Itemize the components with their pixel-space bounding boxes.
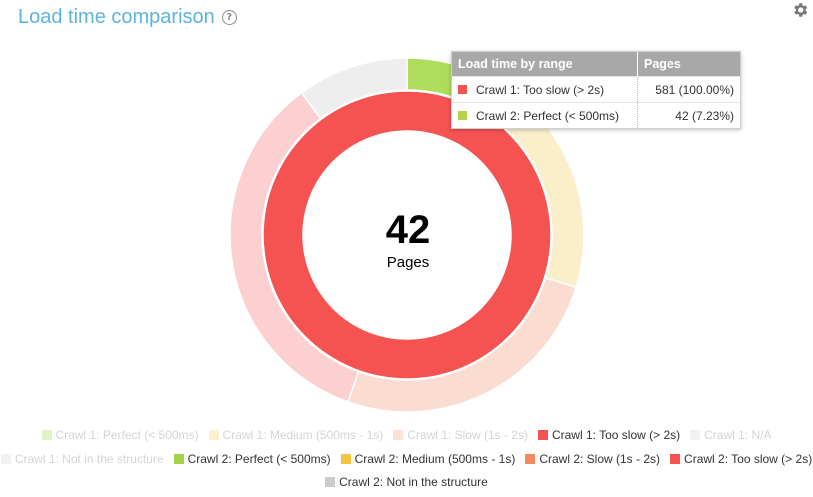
chart-header: Load time comparison ? [18,6,237,29]
help-icon[interactable]: ? [221,10,237,25]
legend-item[interactable]: Crawl 1: Not in the structure [0,452,164,466]
legend-item[interactable]: Crawl 2: Slow (1s - 2s) [525,452,660,466]
legend-label: Crawl 1: Too slow (> 2s) [551,428,681,442]
tooltip-table: Load time by range Pages Crawl 1: Too sl… [452,52,740,128]
legend-label: Crawl 2: Not in the structure [339,475,488,489]
legend-swatch [393,430,404,440]
legend-label: Crawl 2: Medium (500ms - 1s) [354,452,516,466]
tooltip-header-pages: Pages [637,52,740,77]
chart-title: Load time comparison [18,6,215,28]
legend-row: Crawl 1: Not in the structure Crawl 2: Pe… [0,452,813,466]
tooltip-row-text: Crawl 1: Too slow (> 2s) [476,82,605,97]
tooltip-swatch [458,110,467,120]
legend-swatch [537,430,548,440]
legend-swatch [0,454,11,464]
tooltip-row-label: Crawl 2: Perfect (< 500ms) [452,102,638,128]
legend-label: Crawl 2: Too slow (> 2s) [684,452,813,466]
legend-item[interactable]: Crawl 1: Medium (500ms - 1s) [208,428,384,442]
legend-item[interactable]: Crawl 2: Perfect (< 500ms) [173,452,331,466]
legend-swatch [325,477,336,487]
center-value: 42 [385,208,431,252]
tooltip-row-value: 581 (100.00%) [637,76,740,103]
tooltip-row: Crawl 2: Perfect (< 500ms) 42 (7.23%) [452,102,740,128]
center-label: Pages [386,254,430,271]
legend-label: Crawl 1: Perfect (< 500ms) [55,428,199,442]
legend-label: Crawl 1: Medium (500ms - 1s) [222,428,384,442]
outer-ring-slice-4[interactable] [300,57,408,120]
legend-swatch [670,454,681,464]
legend-row: Crawl 1: Perfect (< 500ms) Crawl 1: Mediu… [0,428,813,442]
legend-swatch [208,430,219,440]
inner-ring-slice-0[interactable] [262,90,552,380]
legend-swatch [340,454,351,464]
legend-item[interactable]: Crawl 2: Too slow (> 2s) [670,452,812,466]
gear-icon[interactable] [791,1,809,19]
tooltip-row: Crawl 1: Too slow (> 2s) 581 (100.00%) [452,76,740,103]
legend-label: Crawl 1: Slow (1s - 2s) [407,428,528,442]
legend-row: Crawl 2: Not in the structure [0,475,813,489]
tooltip-swatch [458,84,467,94]
legend-item[interactable]: Crawl 1: N/A [690,428,771,442]
chart-tooltip: Load time by range Pages Crawl 1: Too sl… [451,51,741,129]
legend-item[interactable]: Crawl 2: Not in the structure [325,475,488,489]
legend-item[interactable]: Crawl 1: Perfect (< 500ms) [41,428,199,442]
legend-label: Crawl 2: Perfect (< 500ms) [187,452,331,466]
legend-label: Crawl 1: N/A [704,428,772,442]
legend-label: Crawl 2: Slow (1s - 2s) [539,452,661,466]
legend-item[interactable]: Crawl 1: Slow (1s - 2s) [393,428,528,442]
legend-item[interactable]: Crawl 1: Too slow (> 2s) [537,428,681,442]
legend-item[interactable]: Crawl 2: Medium (500ms - 1s) [340,452,516,466]
tooltip-row-value: 42 (7.23%) [637,102,740,128]
legend-swatch [173,454,184,464]
legend-label: Crawl 1: Not in the structure [14,452,164,466]
tooltip-header-range: Load time by range [452,52,638,77]
legend-swatch [525,454,536,464]
tooltip-row-text: Crawl 2: Perfect (< 500ms) [476,108,620,123]
legend-swatch [690,430,701,440]
tooltip-row-label: Crawl 1: Too slow (> 2s) [452,76,638,103]
legend-swatch [41,430,52,440]
